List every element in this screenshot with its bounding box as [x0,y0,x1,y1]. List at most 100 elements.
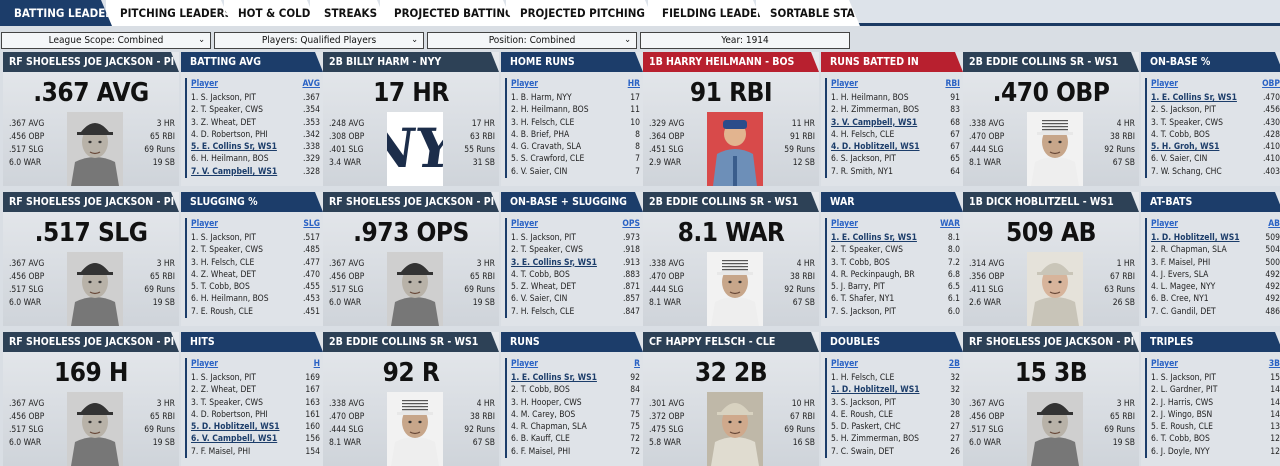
leader-name[interactable]: 2B EDDIE COLLINS SR - WS1 [963,52,1139,72]
leader-name[interactable]: CF HAPPY FELSCH - CLE [643,332,819,352]
player-photo[interactable] [387,392,443,466]
leaderboard-row[interactable]: 1. E. Collins Sr, WS1 92 [511,372,640,384]
leaderboard-row[interactable]: 4. L. Magee, NYY 492 [1151,281,1280,293]
player-photo[interactable] [67,392,123,466]
player-name-link[interactable]: 1. S. Jackson, PIT [191,373,256,383]
leaderboard-row[interactable]: 1. E. Collins Sr, WS1 .470 [1151,92,1280,104]
player-name-link[interactable]: 3. H. Felsch, CLE [191,257,255,268]
leaderboard-row[interactable]: 6. V. Saier, CIN 7 [511,166,640,178]
leaderboard-row[interactable]: 3. F. Maisel, PHI 500 [1151,257,1280,269]
player-name-link[interactable]: 1. H. Heilmann, BOS [831,93,909,103]
leaderboard-row[interactable]: 2. T. Speaker, CWS .918 [511,244,640,256]
player-name-link[interactable]: 3. V. Campbell, WS1 [831,117,918,128]
leaderboard-row[interactable]: 6. H. Heilmann, BOS .453 [191,293,320,305]
player-name-link[interactable]: 2. J. Wingo, BSN [1151,409,1213,420]
leaderboard-row[interactable]: 4. G. Cravath, SLA 8 [511,141,640,153]
leader-name[interactable]: 2B BILLY HARM - NYY [323,52,499,72]
leaderboard-row[interactable]: 1. D. Hoblitzell, WS1 509 [1151,232,1280,244]
leaderboard-row[interactable]: 4. D. Robertson, PHI .342 [191,129,320,141]
player-name-link[interactable]: 4. D. Robertson, PHI [191,129,268,140]
leaderboard-row[interactable]: 7. V. Campbell, WS1 .328 [191,166,320,178]
player-name-link[interactable]: 6. H. Heilmann, BOS [191,294,269,305]
tab-fielding-leaders[interactable]: FIELDING LEADERS [648,0,764,26]
player-name-link[interactable]: 4. D. Hoblitzell, WS1 [831,142,920,153]
leaderboard-row[interactable]: 1. E. Collins Sr, WS1 8.1 [831,232,960,244]
player-name-link[interactable]: 4. T. Cobb, BOS [1151,129,1210,140]
leaderboard-row[interactable]: 3. T. Speaker, CWS .430 [1151,117,1280,129]
player-name-link[interactable]: 7. E. Roush, CLE [191,306,253,317]
leaderboard-row[interactable]: 5. Z. Wheat, DET .871 [511,281,640,293]
player-name-link[interactable]: 1. B. Harm, NYY [511,93,572,103]
leader-name[interactable]: RF SHOELESS JOE JACKSON - PIT [323,192,499,212]
player-photo[interactable] [707,252,763,326]
leaderboard-row[interactable]: 2. R. Chapman, SLA 504 [1151,244,1280,256]
leaderboard-row[interactable]: 6. T. Cobb, BOS 12 [1151,433,1280,445]
player-name-link[interactable]: 7. C. Swain, DET [831,446,894,457]
player-name-link[interactable]: 4. R. Peckinpaugh, BR [831,269,915,280]
year-select[interactable]: Year: 1914 [640,32,850,49]
player-name-link[interactable]: 4. M. Carey, BOS [511,409,576,420]
player-column-header[interactable]: Player [1151,359,1179,369]
player-name-link[interactable]: 2. Z. Wheat, DET [191,385,256,396]
leaderboard-row[interactable]: 4. B. Brief, PHA 8 [511,129,640,141]
player-name-link[interactable]: 5. D. Paskert, CHC [831,422,901,433]
leaderboard-row[interactable]: 2. Z. Wheat, DET 167 [191,384,320,396]
tab-pitching-leaders[interactable]: PITCHING LEADERS [106,0,232,26]
tab-hot-cold[interactable]: HOT & COLD [224,0,318,26]
player-name-link[interactable]: 7. C. Gandil, DET [1151,306,1216,317]
leaderboard-row[interactable]: 2. H. Zimmerman, BOS 83 [831,104,960,116]
leaderboard-row[interactable]: 7. H. Felsch, CLE .847 [511,306,640,318]
leader-name[interactable]: RF SHOELESS JOE JACKSON - PIT [3,332,179,352]
player-name-link[interactable]: 1. E. Collins Sr, WS1 [831,233,917,243]
leader-name[interactable]: RF SHOELESS JOE JACKSON - PIT [963,332,1139,352]
leaderboard-row[interactable]: 7. F. Maisel, PHI 154 [191,446,320,458]
player-photo[interactable] [1027,392,1083,466]
leaderboard-row[interactable]: 3. S. Jackson, PIT 30 [831,397,960,409]
stat-column-header[interactable]: OPS [622,219,640,229]
leaderboard-row[interactable]: 1. S. Jackson, PIT .367 [191,92,320,104]
player-name-link[interactable]: 2. T. Speaker, CWS [191,105,263,116]
tab-projected-pitching[interactable]: PROJECTED PITCHING [506,0,656,26]
leader-name[interactable]: RF SHOELESS JOE JACKSON - PIT [3,52,179,72]
leaderboard-row[interactable]: 1. S. Jackson, PIT .517 [191,232,320,244]
player-photo[interactable]: NY [387,112,443,186]
player-name-link[interactable]: 1. D. Hoblitzell, WS1 [831,385,920,396]
player-name-link[interactable]: 6. V. Saier, CIN [511,294,568,305]
player-name-link[interactable]: 2. J. Harris, CWS [1151,397,1214,408]
leaderboard-row[interactable]: 6. V. Campbell, WS1 156 [191,433,320,445]
player-name-link[interactable]: 6. V. Saier, CIN [511,166,568,177]
player-name-link[interactable]: 4. H. Felsch, CLE [831,129,895,140]
leaderboard-row[interactable]: 1. H. Felsch, CLE 32 [831,372,960,384]
player-name-link[interactable]: 7. S. Jackson, PIT [831,306,896,317]
player-name-link[interactable]: 7. V. Campbell, WS1 [191,166,278,177]
leaderboard-row[interactable]: 6. T. Shafer, NY1 6.1 [831,293,960,305]
player-name-link[interactable]: 1. S. Jackson, PIT [191,93,256,103]
stat-column-header[interactable]: AB [1268,219,1280,229]
player-name-link[interactable]: 6. T. Shafer, NY1 [831,294,895,305]
player-name-link[interactable]: 5. E. Roush, CLE [1151,422,1213,433]
player-name-link[interactable]: 4. D. Robertson, PHI [191,409,268,420]
leaderboard-row[interactable]: 2. S. Jackson, PIT .456 [1151,104,1280,116]
leaderboard-row[interactable]: 3. Z. Wheat, DET .353 [191,117,320,129]
player-column-header[interactable]: Player [511,219,539,229]
player-name-link[interactable]: 2. T. Speaker, CWS [831,245,903,256]
position-select[interactable]: Position: Combined ⌄ [427,32,637,49]
player-photo[interactable] [67,112,123,186]
leaderboard-row[interactable]: 4. D. Robertson, PHI 161 [191,409,320,421]
leaderboard-row[interactable]: 7. C. Gandil, DET 486 [1151,306,1280,318]
player-name-link[interactable]: 2. R. Chapman, SLA [1151,245,1227,256]
player-name-link[interactable]: 1. S. Jackson, PIT [511,233,576,243]
leaderboard-row[interactable]: 5. E. Collins Sr, WS1 .338 [191,141,320,153]
player-photo[interactable] [67,252,123,326]
leaderboard-row[interactable]: 3. T. Cobb, BOS 7.2 [831,257,960,269]
player-name-link[interactable]: 2. L. Gardner, PIT [1151,385,1218,396]
leaderboard-row[interactable]: 1. D. Hoblitzell, WS1 32 [831,384,960,396]
player-name-link[interactable]: 4. Z. Wheat, DET [191,269,256,280]
player-name-link[interactable]: 5. D. Hoblitzell, WS1 [191,422,280,433]
player-name-link[interactable]: 7. H. Felsch, CLE [511,306,575,317]
player-name-link[interactable]: 6. S. Jackson, PIT [831,154,896,165]
leaderboard-row[interactable]: 2. T. Speaker, CWS 8.0 [831,244,960,256]
player-column-header[interactable]: Player [191,359,219,369]
leaderboard-row[interactable]: 1. S. Jackson, PIT 15 [1151,372,1280,384]
leaderboard-row[interactable]: 7. W. Schang, CHC .403 [1151,166,1280,178]
